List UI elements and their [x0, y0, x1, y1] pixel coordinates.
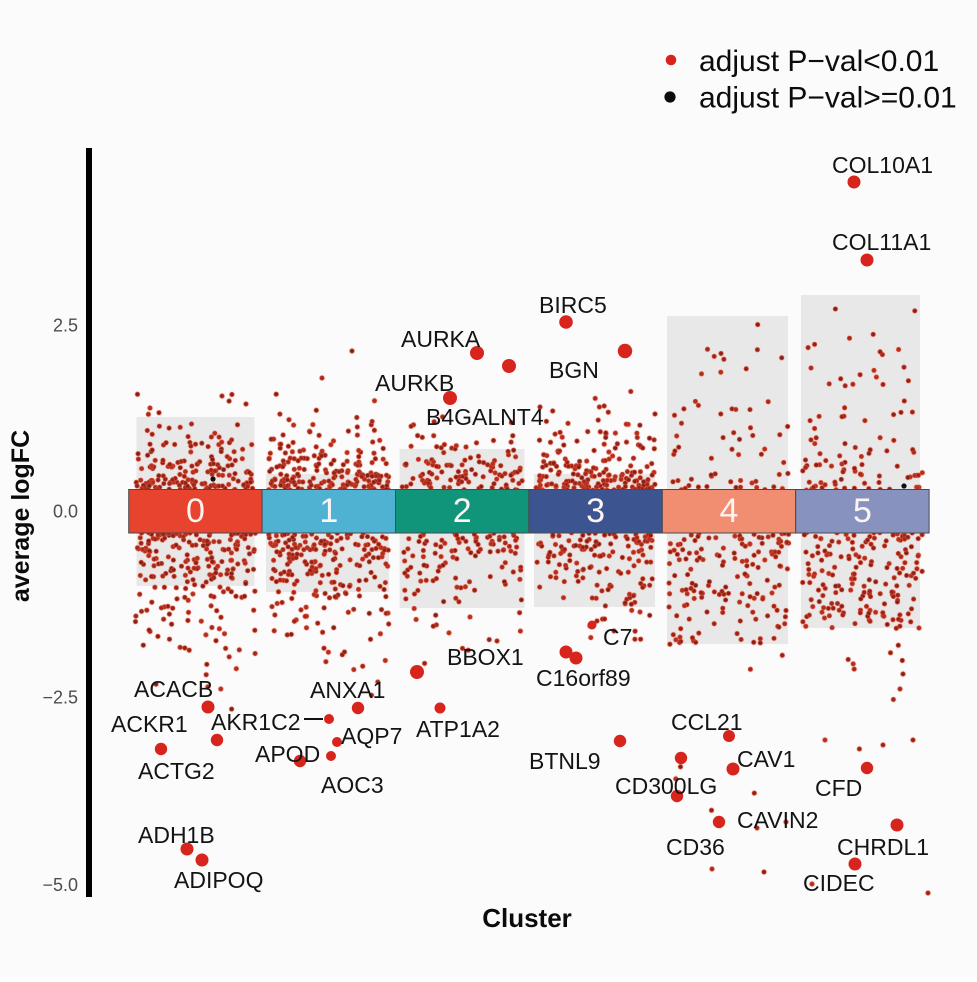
- svg-text:ADIPOQ: ADIPOQ: [174, 867, 263, 893]
- svg-text:ACACB: ACACB: [134, 676, 213, 702]
- svg-text:−2.5: −2.5: [42, 688, 78, 708]
- svg-text:BBOX1: BBOX1: [447, 644, 524, 670]
- svg-text:average logFC: average logFC: [7, 430, 35, 602]
- svg-text:BGN: BGN: [549, 357, 599, 383]
- svg-text:ACKR1: ACKR1: [111, 711, 188, 737]
- svg-text:CHRDL1: CHRDL1: [837, 834, 929, 860]
- svg-text:4: 4: [720, 492, 739, 530]
- svg-text:C16orf89: C16orf89: [536, 665, 631, 691]
- svg-text:adjust P−val<0.01: adjust P−val<0.01: [699, 45, 939, 78]
- svg-text:ACTG2: ACTG2: [138, 758, 215, 784]
- svg-text:COL11A1: COL11A1: [832, 229, 931, 255]
- svg-text:AURKB: AURKB: [375, 370, 454, 396]
- svg-text:CD36: CD36: [666, 834, 725, 860]
- svg-text:Cluster: Cluster: [482, 903, 572, 933]
- svg-text:ANXA1: ANXA1: [310, 677, 385, 703]
- svg-text:CD300LG: CD300LG: [615, 773, 717, 799]
- svg-text:3: 3: [586, 492, 605, 530]
- svg-text:5: 5: [853, 492, 872, 530]
- svg-text:APOD: APOD: [255, 741, 320, 767]
- svg-text:1: 1: [319, 492, 338, 530]
- svg-text:CCL21: CCL21: [671, 709, 743, 735]
- svg-text:2: 2: [453, 492, 472, 530]
- svg-text:ATP1A2: ATP1A2: [416, 716, 500, 742]
- svg-text:BIRC5: BIRC5: [539, 292, 607, 318]
- svg-text:0.0: 0.0: [53, 502, 78, 522]
- svg-text:CAVIN2: CAVIN2: [737, 807, 818, 833]
- svg-text:0: 0: [186, 492, 205, 530]
- svg-text:AQP7: AQP7: [341, 723, 402, 749]
- svg-text:2.5: 2.5: [53, 316, 78, 336]
- svg-text:CFD: CFD: [815, 775, 862, 801]
- svg-text:CAV1: CAV1: [737, 746, 795, 772]
- svg-text:ADH1B: ADH1B: [138, 822, 215, 848]
- svg-text:adjust P−val>=0.01: adjust P−val>=0.01: [699, 82, 957, 115]
- svg-text:C7: C7: [603, 624, 632, 650]
- svg-text:CIDEC: CIDEC: [803, 870, 875, 896]
- svg-text:AURKA: AURKA: [401, 326, 481, 352]
- svg-text:B4GALNT4: B4GALNT4: [426, 404, 544, 430]
- svg-text:BTNL9: BTNL9: [529, 748, 601, 774]
- svg-text:COL10A1: COL10A1: [832, 152, 933, 178]
- svg-text:AKR1C2: AKR1C2: [211, 709, 300, 735]
- svg-text:−5.0: −5.0: [42, 875, 78, 895]
- svg-text:AOC3: AOC3: [321, 772, 384, 798]
